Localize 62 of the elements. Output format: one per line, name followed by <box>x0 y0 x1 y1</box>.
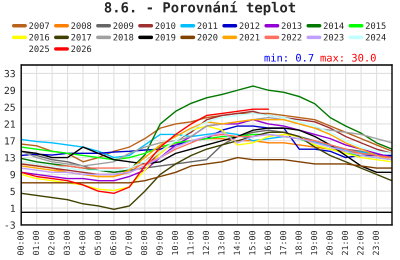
x-tick-label: 00:00 <box>17 230 24 255</box>
legend-label: 2008 <box>71 22 92 29</box>
legend-label: 2010 <box>155 22 176 29</box>
line-series <box>21 132 392 210</box>
legend-label: 2012 <box>240 22 260 29</box>
y-tick-label: -3 <box>6 221 15 229</box>
x-tick-label: 03:00 <box>64 230 70 255</box>
x-tick-label: 12:00 <box>202 230 210 255</box>
x-tick-label: 01:00 <box>32 230 40 255</box>
x-tick-label: 19:00 <box>310 230 318 255</box>
x-tick-label: 20:00 <box>326 230 333 255</box>
legend-label: 2019 <box>155 34 176 41</box>
x-tick-label: 05:00 <box>94 230 101 255</box>
x-tick-label: 17:00 <box>280 230 286 255</box>
text: max: 30.0 <box>320 54 376 62</box>
x-tick-label: 07:00 <box>125 230 132 255</box>
legend-label: 2014 <box>324 22 344 29</box>
x-tick-label: 23:00 <box>372 230 379 255</box>
legend-label: 2020 <box>198 34 218 41</box>
chart-title: 8.6. - Porovnání teplot <box>104 1 296 16</box>
legend-label: 2009 <box>113 22 134 29</box>
line-series <box>21 156 392 184</box>
line-series <box>21 85 392 173</box>
x-tick-label: 22:00 <box>357 230 364 255</box>
x-tick-label: 04:00 <box>79 230 86 255</box>
legend-label: 2022 <box>282 34 302 41</box>
x-tick-label: 18:00 <box>295 230 302 255</box>
y-tick-label: 1 <box>10 204 15 212</box>
y-tick-label: 21 <box>4 120 15 128</box>
legend-label: 2017 <box>71 34 92 41</box>
legend-label: 2026 <box>71 46 92 52</box>
line-series <box>21 125 392 192</box>
x-tick-label: 11:00 <box>187 230 194 255</box>
x-tick-label: 06:00 <box>110 230 116 255</box>
y-tick-label: 25 <box>4 104 15 111</box>
x-tick-label: 08:00 <box>140 230 148 255</box>
y-tick-label: 13 <box>5 154 15 162</box>
y-tick-label: 17 <box>5 137 15 144</box>
y-tick-label: 5 <box>10 188 15 196</box>
x-tick-label: 09:00 <box>156 230 163 255</box>
legend-label: 2007 <box>29 22 50 29</box>
legend-label: 2021 <box>240 34 260 41</box>
text: 2025 <box>29 46 49 52</box>
x-tick-label: 13:00 <box>218 230 224 255</box>
y-tick-label: 29 <box>4 86 15 94</box>
x-tick-label: 02:00 <box>48 230 55 255</box>
x-tick-label: 16:00 <box>264 230 271 255</box>
x-tick-label: 10:00 <box>172 230 178 255</box>
text: min: 0.7 <box>264 54 314 62</box>
legend-label: 2015 <box>366 22 386 29</box>
line-series <box>21 108 270 194</box>
y-tick-label: 33 <box>4 70 15 78</box>
legend-label: 2013 <box>282 22 302 29</box>
legend-label: 2016 <box>29 34 50 41</box>
legend-label: 2023 <box>324 34 344 41</box>
y-tick-label: 9 <box>10 170 15 178</box>
legend-label: 2011 <box>198 22 218 29</box>
legend-label: 2018 <box>113 34 134 41</box>
legend-label: 2024 <box>366 34 386 41</box>
x-tick-label: 15:00 <box>249 230 256 255</box>
x-tick-label: 21:00 <box>342 230 348 255</box>
x-tick-label: 14:00 <box>234 230 240 255</box>
